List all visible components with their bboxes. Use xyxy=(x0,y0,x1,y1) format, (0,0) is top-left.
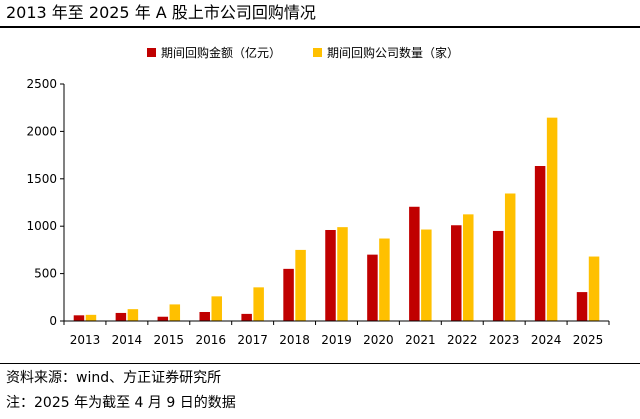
bar-amount-2015 xyxy=(157,316,169,321)
bar-count-2016 xyxy=(211,296,222,321)
legend-label-1: 期间回购金额（亿元） xyxy=(161,45,281,60)
x-tick-label: 2018 xyxy=(279,333,310,347)
bar-amount-2022 xyxy=(451,225,462,321)
bottom-rule xyxy=(0,363,640,364)
bar-amount-2023 xyxy=(492,230,504,321)
bar-count-2017 xyxy=(253,287,264,321)
bar-count-2021 xyxy=(421,229,432,321)
bar-count-2025 xyxy=(588,256,600,321)
legend-swatch-1 xyxy=(147,48,156,57)
bar-count-2018 xyxy=(295,249,306,321)
x-tick-label: 2015 xyxy=(154,333,185,347)
x-tick-label: 2022 xyxy=(447,333,478,347)
bar-amount-2021 xyxy=(409,206,420,321)
legend-swatch-2 xyxy=(313,48,322,57)
x-tick-label: 2020 xyxy=(363,333,394,347)
top-rule xyxy=(0,26,640,28)
bars xyxy=(73,117,600,322)
x-tick-label: 2017 xyxy=(237,333,268,347)
chart-title: 2013 年至 2025 年 A 股上市公司回购情况 xyxy=(6,3,316,22)
x-axis: 2013 2014 2015 2016 2017 2018 2019 2020 2021 2022… xyxy=(63,320,610,347)
footnote: 注：2025 年为截至 4 月 9 日的数据 xyxy=(6,395,236,411)
x-tick-label: 2014 xyxy=(112,333,143,347)
x-tick-label: 2019 xyxy=(321,333,352,347)
bar-amount-2024 xyxy=(534,166,546,321)
y-tick-label: 1000 xyxy=(26,219,57,233)
bar-amount-2019 xyxy=(325,229,336,321)
bar-count-2020 xyxy=(379,238,390,321)
legend: 期间回购金额（亿元） 期间回购公司数量（家） xyxy=(147,45,459,60)
x-tick-label: 2021 xyxy=(405,333,436,347)
y-tick-label: 2500 xyxy=(26,77,57,91)
bar-count-2022 xyxy=(463,214,474,321)
bar-amount-2020 xyxy=(367,254,378,321)
bar-count-2014 xyxy=(127,309,139,321)
y-tick-label: 500 xyxy=(34,267,57,281)
y-tick-label: 2000 xyxy=(26,124,57,138)
x-tick-label: 2025 xyxy=(573,333,604,347)
bar-amount-2017 xyxy=(241,313,252,321)
y-axis: 0 500 1000 1500 2000 2500 xyxy=(26,77,65,328)
bar-amount-2025 xyxy=(576,292,588,321)
bar-amount-2018 xyxy=(283,268,294,321)
y-tick-label: 0 xyxy=(49,314,57,328)
legend-label-2: 期间回购公司数量（家） xyxy=(327,45,459,60)
x-tick-label: 2024 xyxy=(531,333,562,347)
bar-count-2024 xyxy=(546,117,558,322)
bar-chart: 期间回购金额（亿元） 期间回购公司数量（家） 0 500 1000 1500 2000 25… xyxy=(26,45,610,347)
bar-count-2019 xyxy=(337,227,348,321)
bar-count-2015 xyxy=(169,304,181,321)
x-tick-label: 2013 xyxy=(70,333,101,347)
bar-amount-2016 xyxy=(199,311,210,321)
bar-amount-2013 xyxy=(73,315,85,321)
bar-amount-2014 xyxy=(115,312,127,321)
x-tick-label: 2016 xyxy=(195,333,226,347)
bar-count-2023 xyxy=(504,193,516,321)
y-tick-label: 1500 xyxy=(26,172,57,186)
bar-count-2013 xyxy=(85,314,97,321)
x-tick-label: 2023 xyxy=(489,333,520,347)
source-note: 资料来源：wind、方正证券研究所 xyxy=(6,370,222,386)
